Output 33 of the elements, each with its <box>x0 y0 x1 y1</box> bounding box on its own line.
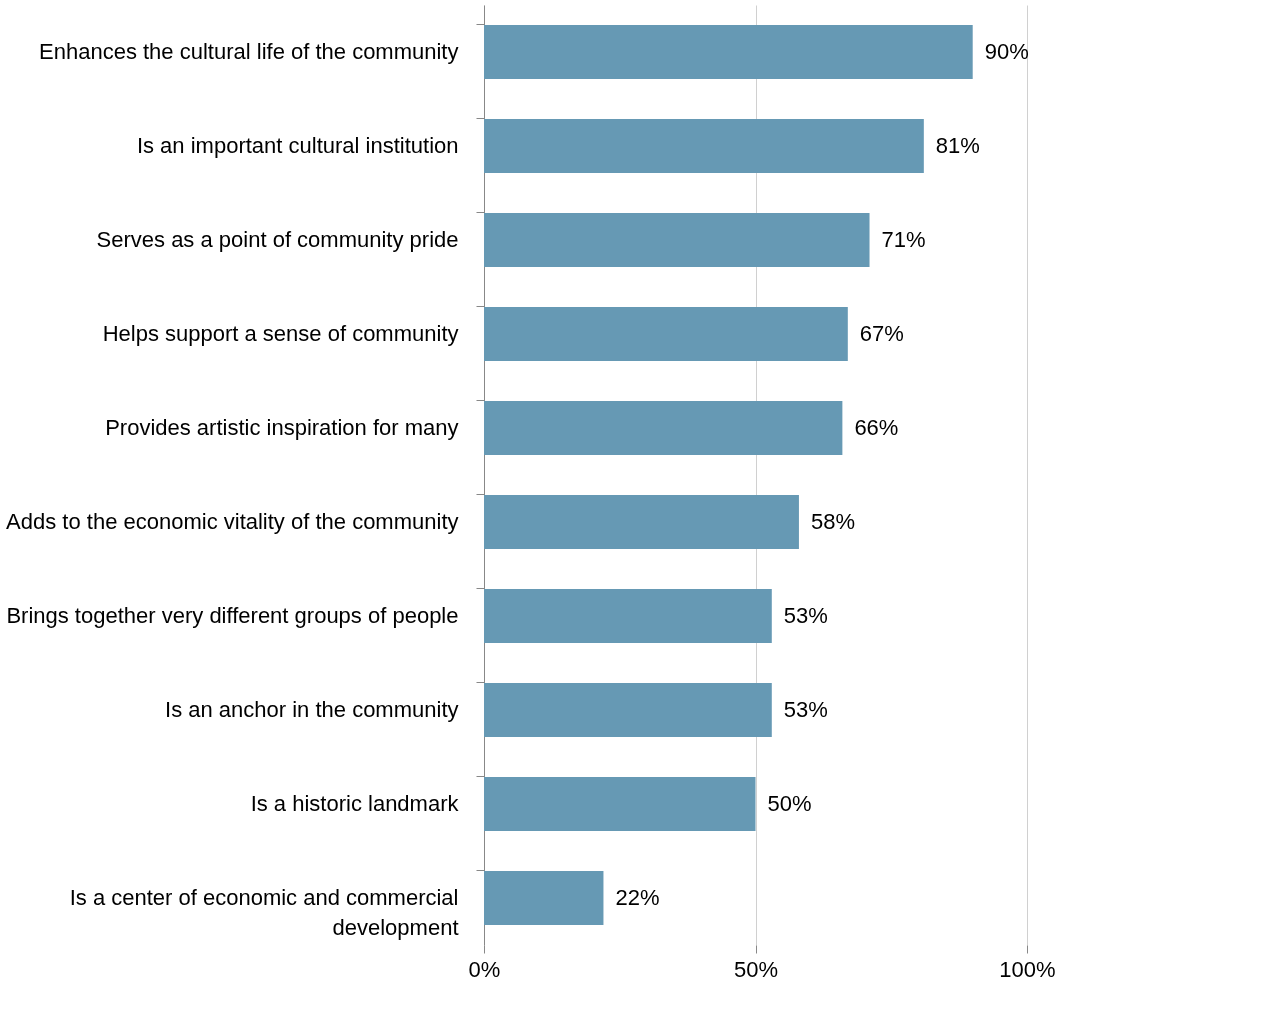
data-label: 66% <box>854 415 899 440</box>
bar <box>484 589 772 643</box>
data-label: 71% <box>881 227 926 252</box>
data-label: 50% <box>767 791 812 816</box>
y-tick-label: Serves as a point of community pride <box>96 227 459 252</box>
y-tick-label: Is a historic landmark <box>250 791 460 816</box>
bar <box>484 777 756 831</box>
y-tick-label: Enhances the cultural life of the community <box>39 39 459 64</box>
data-label: 58% <box>810 509 855 534</box>
data-label: 67% <box>859 321 904 346</box>
bar <box>484 307 848 361</box>
bar <box>484 213 870 267</box>
y-tick-label: Adds to the economic vitality of the community <box>6 509 459 534</box>
data-label: 81% <box>935 133 980 158</box>
x-tick-label: 0% <box>468 956 501 982</box>
data-label: 53% <box>783 697 828 722</box>
bar <box>484 871 604 925</box>
data-label: 53% <box>783 603 828 628</box>
y-tick-label: Provides artistic inspiration for many <box>105 415 459 440</box>
data-label: 22% <box>615 885 660 910</box>
bar <box>484 119 924 173</box>
bar <box>484 683 772 737</box>
bar <box>484 495 799 549</box>
y-tick-label: Is an anchor in the community <box>165 697 459 722</box>
y-tick-label: Is an important cultural institution <box>136 133 459 158</box>
y-tick-label: Brings together very different groups of people <box>6 603 459 628</box>
y-tick-label: Is a center of economic and commercial development <box>69 885 459 940</box>
data-label: 90% <box>984 39 1029 64</box>
bar <box>484 25 973 79</box>
x-tick-label: 100% <box>999 956 1056 982</box>
x-tick-label: 50% <box>733 956 779 982</box>
y-tick-label: Helps support a sense of community <box>102 321 459 346</box>
bar <box>484 401 843 455</box>
